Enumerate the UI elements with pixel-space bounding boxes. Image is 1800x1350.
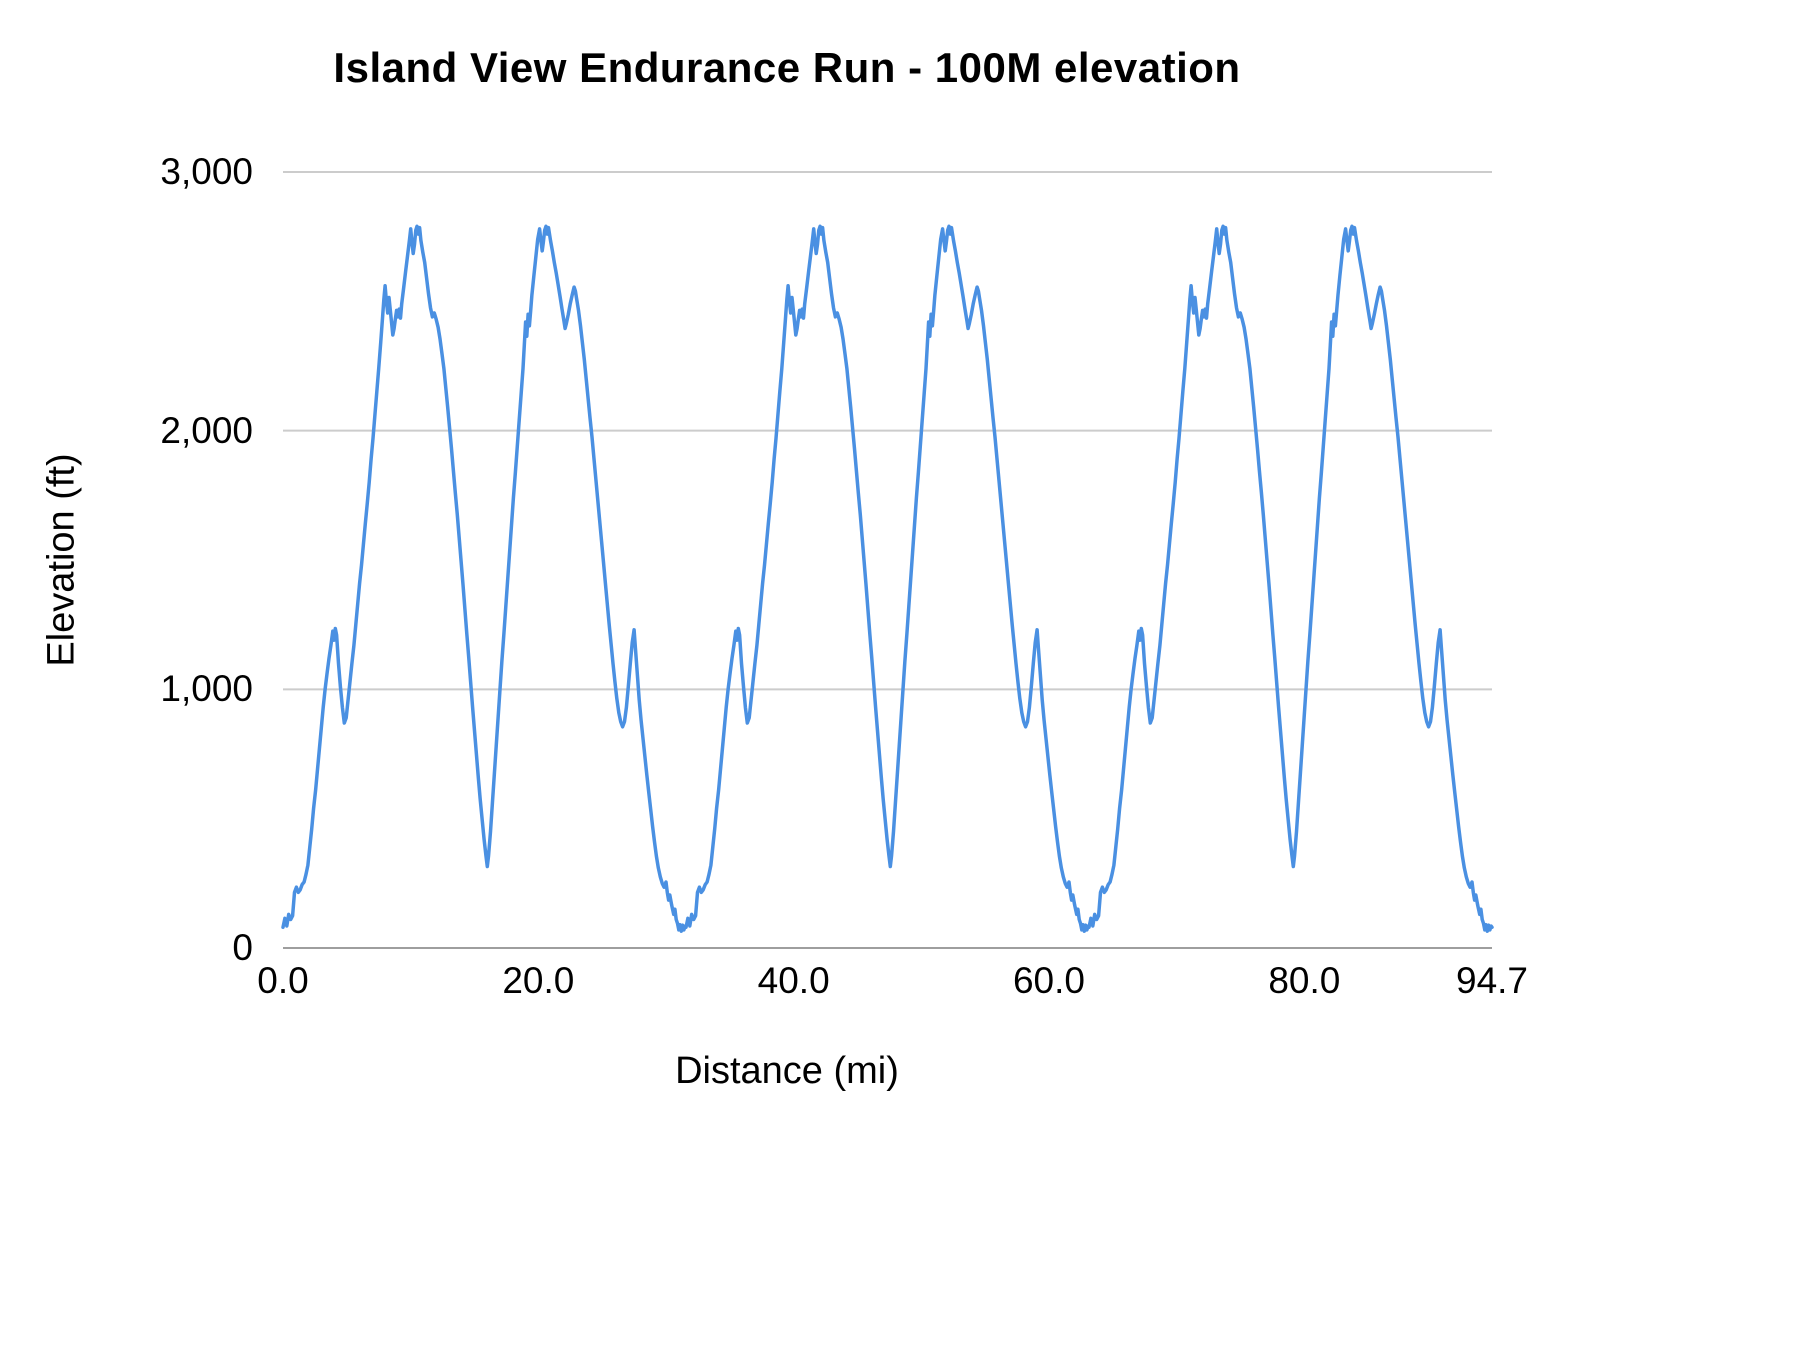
x-tick-label: 0.0 — [257, 960, 309, 1001]
y-axis-tick-labels: 0 1,000 2,000 3,000 — [0, 0, 253, 1350]
y-tick-label: 2,000 — [160, 409, 253, 451]
elevation-line — [281, 224, 1494, 933]
chart-title: Island View Endurance Run - 100M elevati… — [333, 44, 1241, 91]
y-tick-label: 0 — [232, 927, 253, 968]
x-tick-label: 60.0 — [1012, 960, 1085, 1001]
x-axis-title: Distance (mi) — [675, 1050, 899, 1092]
x-tick-label: 20.0 — [502, 960, 575, 1001]
x-tick-label: 80.0 — [1268, 960, 1341, 1001]
y-tick-label: 1,000 — [160, 668, 253, 710]
y-tick-label: 3,000 — [160, 151, 253, 192]
x-tick-label: 40.0 — [757, 960, 830, 1001]
x-tick-label: 94.7 — [1455, 960, 1529, 1001]
